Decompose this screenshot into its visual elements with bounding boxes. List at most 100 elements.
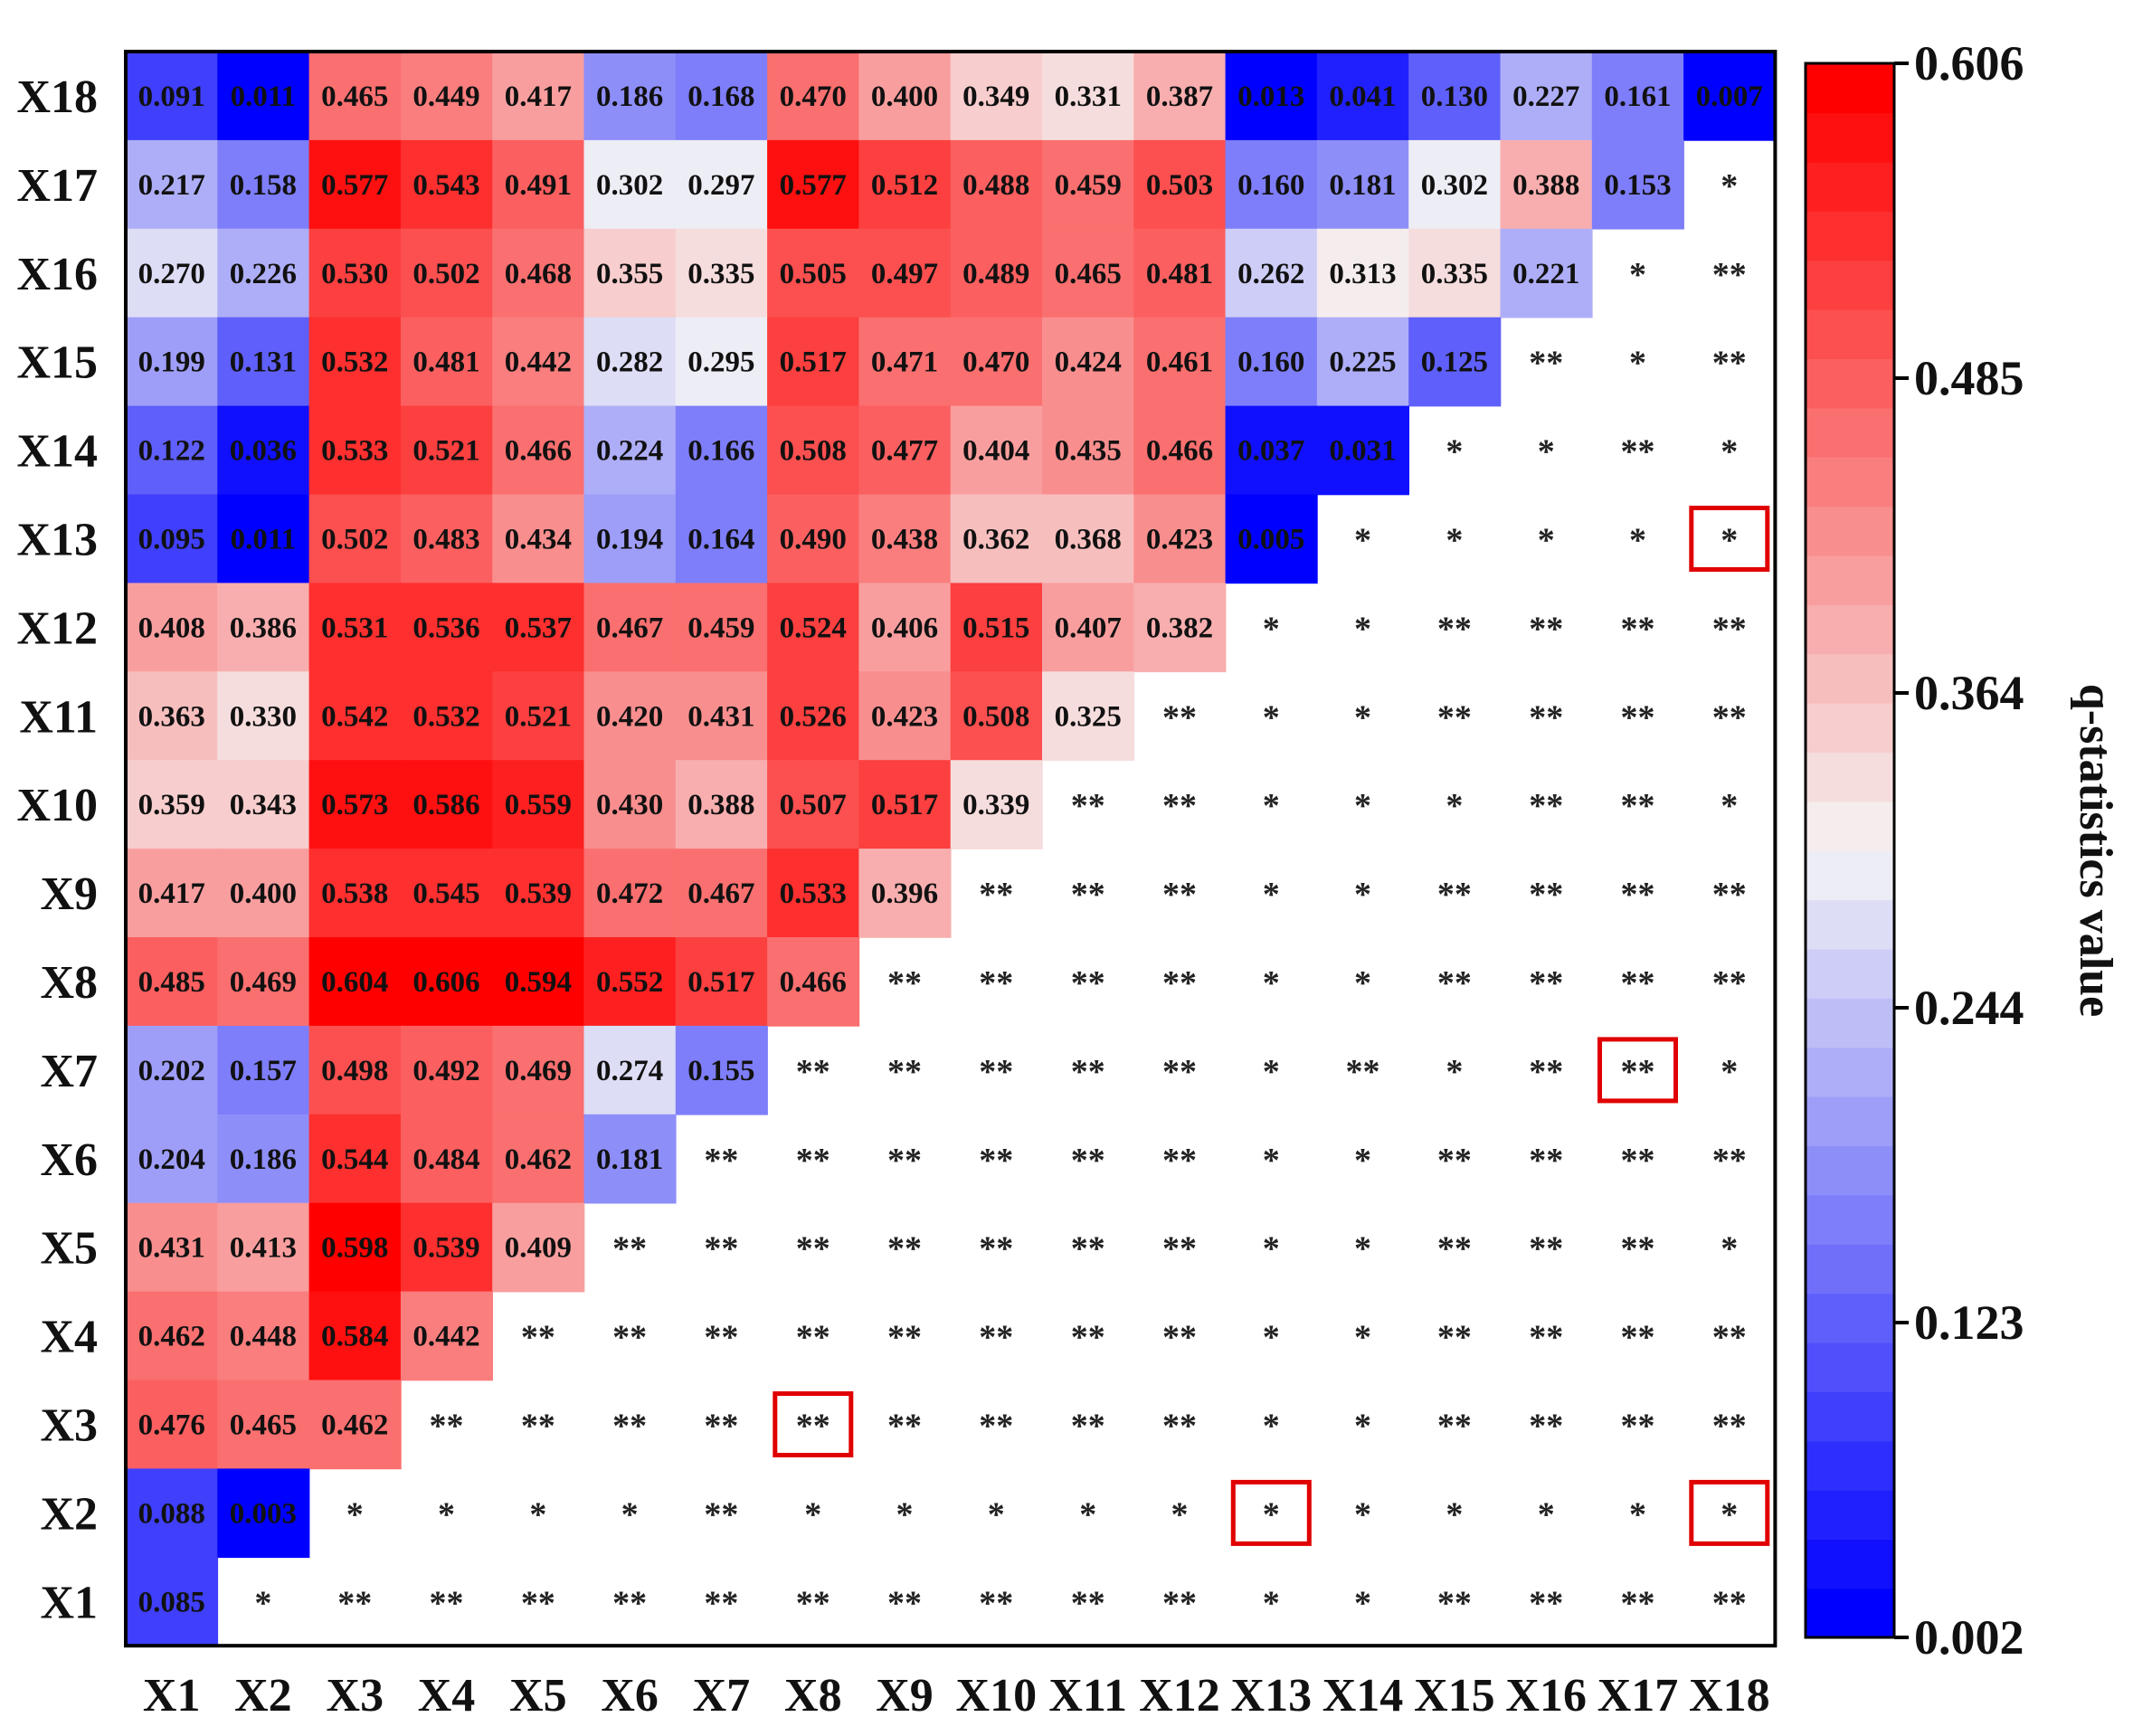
cell-value-label: 0.481	[412, 346, 479, 379]
significance-label: *	[1354, 964, 1371, 1002]
heatmap-cell	[675, 139, 768, 230]
significance-label: **	[1162, 1584, 1197, 1622]
cell-value-label: 0.468	[505, 258, 572, 290]
significance-label: **	[612, 1230, 647, 1268]
heatmap-cell	[583, 52, 677, 141]
heatmap-cell	[1408, 228, 1502, 318]
significance-label: **	[1621, 876, 1655, 914]
cell-value-label: 0.423	[1146, 524, 1213, 556]
y-tick-label: X13	[16, 515, 98, 566]
heatmap-cell	[675, 405, 768, 496]
heatmap-cell	[217, 405, 310, 496]
significance-label: *	[1263, 698, 1280, 736]
heatmap-cell	[767, 139, 860, 230]
significance-label: **	[521, 1584, 555, 1622]
heatmap-cell	[308, 583, 402, 673]
significance-label: **	[1071, 787, 1105, 825]
cell-value-label: 0.521	[505, 700, 572, 733]
cell-value-label: 0.434	[505, 524, 572, 556]
heatmap-cell	[1500, 139, 1593, 230]
cell-value-label: 0.545	[412, 877, 479, 910]
heatmap-cell	[126, 228, 219, 318]
cell-value-label: 0.388	[1512, 169, 1579, 202]
significance-label: *	[1263, 1142, 1280, 1180]
significance-label: **	[1162, 698, 1197, 736]
significance-label: **	[979, 1408, 1013, 1446]
significance-label: **	[1162, 964, 1197, 1002]
colorbar-band	[1806, 998, 1894, 1048]
heatmap-cell	[400, 405, 493, 496]
cell-value-label: 0.003	[230, 1497, 297, 1530]
heatmap-cell	[126, 760, 219, 849]
highlight-box	[1689, 1479, 1770, 1546]
heatmap-cell	[1133, 405, 1227, 496]
cell-value-label: 0.515	[962, 612, 1029, 644]
heatmap-cell	[400, 849, 493, 938]
heatmap-cell	[400, 1202, 493, 1293]
significance-label: *	[1263, 1495, 1280, 1533]
cell-value-label: 0.331	[1055, 81, 1122, 113]
cell-value-label: 0.420	[596, 700, 663, 733]
cell-value-label: 0.598	[321, 1232, 388, 1265]
significance-label: **	[1437, 876, 1472, 914]
cell-value-label: 0.481	[1146, 258, 1213, 290]
significance-label: *	[804, 1495, 821, 1533]
cell-value-label: 0.524	[780, 612, 847, 644]
significance-label: **	[1712, 610, 1747, 648]
significance-label: **	[1712, 1408, 1747, 1446]
cell-value-label: 0.270	[138, 258, 205, 290]
significance-label: **	[1437, 1408, 1472, 1446]
significance-label: **	[1529, 964, 1563, 1002]
significance-label: **	[1529, 1319, 1563, 1357]
cell-value-label: 0.155	[687, 1055, 754, 1087]
cell-value-label: 0.166	[687, 435, 754, 468]
significance-label: *	[621, 1495, 639, 1533]
heatmap-cell	[217, 583, 310, 673]
cell-value-label: 0.091	[138, 81, 205, 113]
cell-value-label: 0.470	[962, 346, 1029, 379]
colorbar-band	[1806, 948, 1894, 999]
significance-label: *	[1263, 1408, 1280, 1446]
heatmap-cell	[217, 139, 310, 230]
y-tick-label: X16	[16, 249, 98, 300]
significance-label: **	[979, 1319, 1013, 1357]
cell-value-label: 0.552	[596, 966, 663, 999]
cell-value-label: 0.430	[596, 789, 663, 821]
cell-value-label: 0.462	[321, 1409, 388, 1442]
heatmap-cell	[950, 139, 1043, 230]
significance-label: **	[1621, 1319, 1655, 1357]
cell-value-label: 0.498	[321, 1055, 388, 1087]
cell-value-label: 0.157	[230, 1055, 297, 1087]
significance-label: **	[1529, 698, 1563, 736]
cell-value-label: 0.359	[138, 789, 205, 821]
significance-label: *	[1354, 876, 1371, 914]
significance-label: *	[1354, 1319, 1371, 1357]
heatmap-cell	[858, 494, 952, 584]
significance-label: *	[1721, 1495, 1738, 1533]
cell-value-label: 0.438	[871, 524, 938, 556]
heatmap-cell	[767, 583, 860, 673]
heatmap-cell	[308, 1380, 402, 1470]
heatmap-cell	[583, 849, 677, 938]
heatmap-cell	[767, 317, 860, 407]
colorbar-band	[1806, 1145, 1894, 1196]
cell-value-label: 0.396	[871, 877, 938, 910]
colorbar-band	[1806, 407, 1894, 458]
x-tick-label: X17	[1597, 1670, 1679, 1722]
cell-value-label: 0.521	[412, 435, 479, 468]
significance-label: *	[1446, 522, 1463, 560]
significance-label: **	[521, 1408, 555, 1446]
heatmap-cell	[675, 228, 768, 318]
colorbar-band	[1806, 161, 1894, 212]
significance-label: *	[1263, 1319, 1280, 1357]
significance-label: **	[796, 1053, 830, 1091]
heatmap-cell	[308, 1291, 402, 1381]
colorbar-band	[1806, 63, 1894, 114]
heatmap-cell	[492, 405, 585, 496]
significance-label: **	[1346, 1053, 1380, 1091]
significance-label: **	[1712, 698, 1747, 736]
cell-value-label: 0.466	[505, 435, 572, 468]
heatmap-cell	[1225, 317, 1318, 407]
significance-label: **	[1437, 1584, 1472, 1622]
significance-label: **	[1621, 610, 1655, 648]
